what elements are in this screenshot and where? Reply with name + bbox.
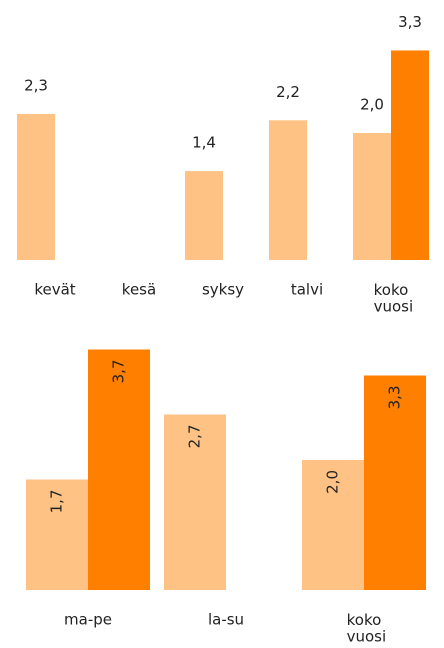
bar [353, 133, 391, 260]
bar [26, 479, 88, 590]
bar [185, 171, 223, 260]
bar [302, 460, 364, 590]
bar [88, 349, 150, 590]
x-tick-label: kevät [34, 281, 75, 299]
bar [364, 375, 426, 590]
x-tick-label: koko vuosi [342, 611, 386, 646]
value-label: 3,3 [398, 13, 422, 31]
value-label: 2,0 [360, 96, 384, 114]
value-label: 2,7 [186, 425, 204, 449]
bar [269, 120, 307, 260]
x-tick-label: la-su [208, 611, 244, 629]
value-label: 3,3 [386, 386, 404, 410]
value-label: 2,0 [324, 470, 342, 494]
value-label: 3,7 [110, 360, 128, 384]
bar [164, 414, 226, 590]
x-tick-label: talvi [291, 281, 323, 299]
bar [391, 50, 429, 261]
value-label: 1,7 [48, 490, 66, 514]
value-label: 2,3 [24, 76, 48, 94]
bar [17, 113, 55, 260]
x-tick-label: ma-pe [64, 611, 112, 629]
value-label: 1,4 [192, 134, 216, 152]
value-label: 2,2 [276, 83, 300, 101]
x-tick-label: koko vuosi [369, 281, 413, 316]
x-tick-label: syksy [202, 281, 244, 299]
x-tick-label: kesä [122, 281, 156, 299]
